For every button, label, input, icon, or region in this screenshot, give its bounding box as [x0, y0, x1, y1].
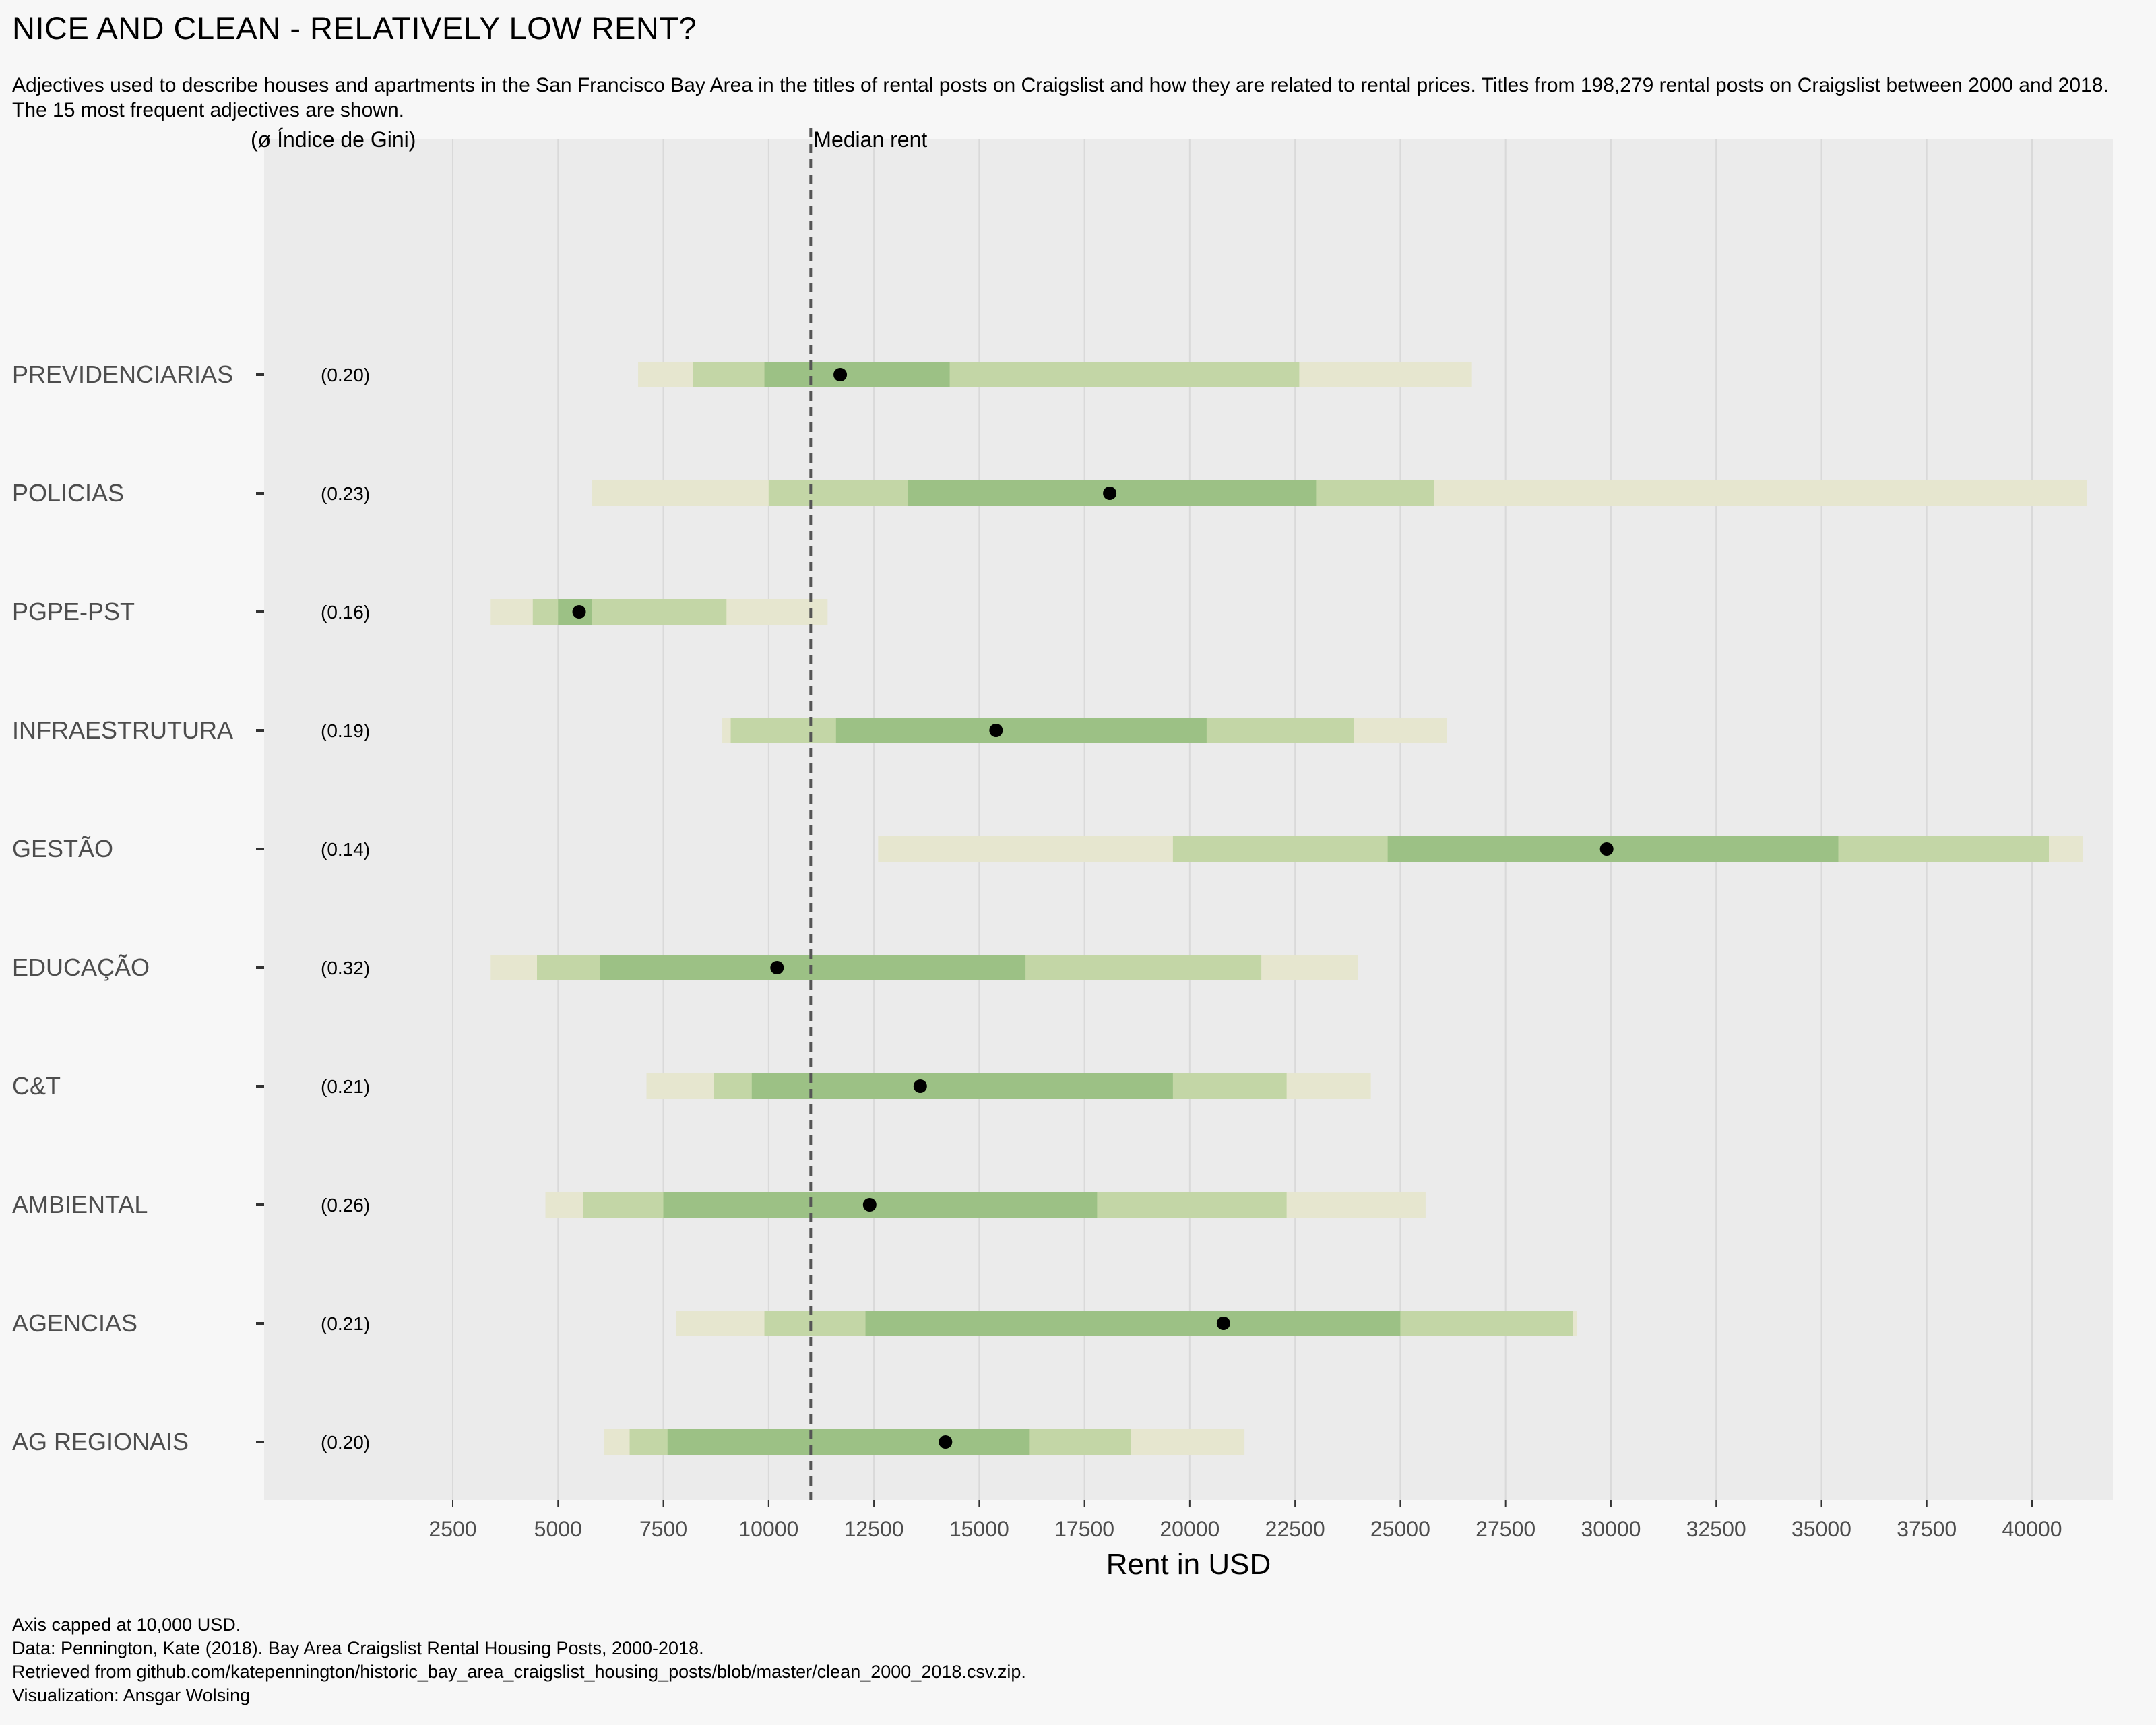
x-tick-label: 2500: [429, 1517, 476, 1541]
interval-band-inner: [751, 1073, 1173, 1099]
caption-line: Data: Pennington, Kate (2018). Bay Area …: [12, 1638, 704, 1658]
median-point: [989, 724, 1003, 737]
x-axis-title: Rent in USD: [1106, 1548, 1271, 1581]
median-rent-label: Median rent: [813, 127, 927, 152]
x-tick-label: 7500: [639, 1517, 687, 1541]
gini-header: (ø Índice de Gini): [251, 127, 416, 152]
x-tick-label: 12500: [844, 1517, 904, 1541]
interval-band-inner: [667, 1429, 1030, 1455]
median-point: [1599, 842, 1614, 856]
gini-value: (0.19): [321, 720, 370, 741]
median-point: [1103, 487, 1117, 500]
row-label: PREVIDENCIARIAS: [12, 360, 233, 388]
gini-value: (0.21): [321, 1076, 370, 1097]
row-label: AG REGIONAIS: [12, 1428, 189, 1455]
gini-value: (0.20): [321, 1432, 370, 1453]
interval-band-inner: [764, 362, 950, 387]
caption: Axis capped at 10,000 USD. Data: Penning…: [12, 1613, 1026, 1707]
interval-band-inner: [835, 718, 1207, 743]
x-tick-label: 22500: [1265, 1517, 1325, 1541]
x-tick-label: 32500: [1686, 1517, 1746, 1541]
interval-band-inner: [865, 1311, 1401, 1336]
gini-value: (0.23): [321, 483, 370, 504]
x-tick-label: 27500: [1476, 1517, 1535, 1541]
plot-area: 2500 5000 7500 10000 12500 15000 17500 20000 225…: [12, 127, 2113, 1581]
median-point: [572, 605, 586, 619]
x-tick-label: 30000: [1581, 1517, 1641, 1541]
gini-value: (0.21): [321, 1313, 370, 1334]
row-label: POLICIAS: [12, 479, 124, 507]
row-label: GESTÃO: [12, 835, 113, 862]
median-point: [770, 961, 784, 974]
caption-line: Retrieved from github.com/katepennington…: [12, 1662, 1026, 1682]
caption-line: Visualization: Ansgar Wolsing: [12, 1685, 251, 1705]
median-point: [1216, 1317, 1230, 1330]
row-label: C&T: [12, 1072, 61, 1100]
row-label: AGENCIAS: [12, 1309, 137, 1337]
x-tick-label: 17500: [1054, 1517, 1114, 1541]
x-tick-label: 35000: [1792, 1517, 1851, 1541]
x-tick-label: 10000: [738, 1517, 798, 1541]
x-tick-label: 37500: [1897, 1517, 1957, 1541]
gini-value: (0.20): [321, 365, 370, 385]
median-point: [939, 1435, 953, 1449]
x-tick-label: 20000: [1160, 1517, 1219, 1541]
row-label: AMBIENTAL: [12, 1191, 148, 1218]
x-tick-label: 25000: [1370, 1517, 1430, 1541]
chart-subtitle: Adjectives used to describe houses and a…: [12, 74, 2109, 121]
x-tick-label: 40000: [2002, 1517, 2062, 1541]
gini-value: (0.32): [321, 958, 370, 978]
x-tick-label: 15000: [949, 1517, 1009, 1541]
plot-panel: [264, 139, 2113, 1500]
median-point: [862, 1198, 877, 1212]
row-label: INFRAESTRUTURA: [12, 716, 233, 744]
chart-title: NICE AND CLEAN - RELATIVELY LOW RENT?: [12, 10, 697, 46]
caption-line: Axis capped at 10,000 USD.: [12, 1614, 241, 1635]
interval-band-inner: [600, 955, 1026, 980]
gini-value: (0.16): [321, 602, 370, 623]
row-label: EDUCAÇÃO: [12, 953, 150, 981]
interval-band-inner: [663, 1192, 1098, 1218]
row-label: PGPE-PST: [12, 598, 135, 625]
median-point: [833, 368, 848, 381]
x-tick-label: 5000: [534, 1517, 582, 1541]
median-point: [913, 1079, 927, 1093]
gini-value: (0.14): [321, 839, 370, 860]
gini-value: (0.26): [321, 1195, 370, 1216]
